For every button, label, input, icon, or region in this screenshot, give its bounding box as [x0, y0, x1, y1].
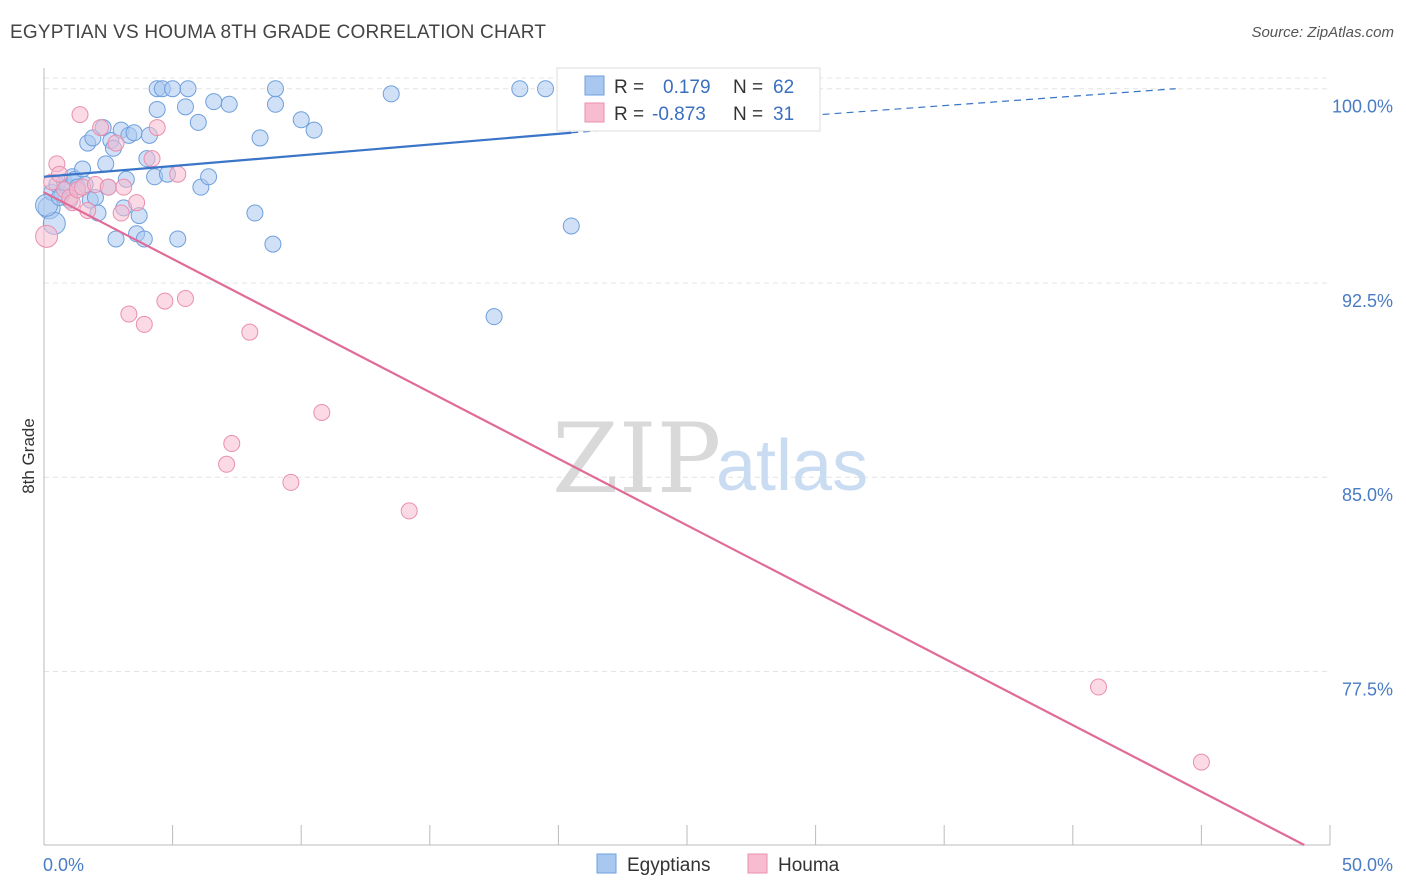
houma-point	[223, 435, 241, 453]
chart-source: Source: ZipAtlas.com	[1251, 24, 1394, 41]
houma-point	[148, 119, 166, 137]
legend-r-label: R =	[614, 104, 644, 125]
x-tick-label: 0.0%	[43, 855, 84, 875]
egyptians-point	[305, 121, 323, 139]
egyptians-point	[251, 129, 269, 147]
watermark-zip: ZIP	[552, 403, 721, 515]
houma-point	[143, 150, 161, 168]
egyptians-point	[179, 80, 197, 98]
houma-point	[218, 455, 236, 473]
scatter-points	[35, 80, 1210, 771]
houma-point	[1192, 753, 1210, 771]
houma-point	[135, 315, 153, 333]
houma-trend-line	[43, 191, 1305, 846]
houma-point	[92, 119, 110, 137]
egyptians-point	[511, 80, 529, 98]
legend-n-label: N =	[733, 104, 763, 125]
egyptians-point	[176, 98, 194, 116]
egyptians-trend-line	[43, 131, 572, 178]
egyptians-point	[169, 230, 187, 248]
houma-point	[115, 178, 133, 196]
legend-swatch-pink	[584, 102, 605, 123]
egyptians-point	[205, 93, 223, 111]
egyptians-point	[107, 230, 125, 248]
y-tick-label: 100.0%	[1332, 97, 1393, 117]
y-tick-label: 85.0%	[1342, 485, 1393, 505]
legend-houma-swatch	[747, 853, 768, 874]
houma-point	[313, 403, 331, 421]
egyptians-point	[220, 95, 238, 113]
egyptians-point	[264, 235, 282, 253]
y-tick-label: 92.5%	[1342, 291, 1393, 311]
houma-point	[99, 178, 117, 196]
egyptians-point	[292, 111, 310, 129]
egyptians-point	[246, 204, 264, 222]
legend-r-value: 0.179	[663, 77, 711, 98]
grid-lines	[44, 77, 1330, 672]
y-tick-label: 77.5%	[1342, 679, 1393, 699]
egyptians-point	[97, 155, 115, 173]
legend-egyptians-swatch	[596, 853, 617, 874]
houma-point	[1090, 678, 1108, 696]
egyptians-point	[266, 80, 284, 98]
houma-point	[112, 204, 130, 222]
y-axis-title: 8th Grade	[19, 418, 38, 494]
houma-point	[282, 473, 300, 491]
legend-n-value: 62	[773, 77, 794, 98]
legend-egyptians-label: Egyptians	[627, 855, 710, 876]
egyptians-point	[200, 168, 218, 186]
houma-point	[128, 194, 146, 212]
egyptians-point	[537, 80, 555, 98]
legend-houma-label: Houma	[778, 855, 840, 876]
houma-point	[35, 224, 59, 248]
tick-labels: 77.5% 85.0% 92.5% 100.0% 0.0% 50.0%	[43, 97, 1393, 875]
egyptians-point	[189, 113, 207, 131]
houma-point	[120, 305, 138, 323]
egyptians-point	[125, 124, 143, 142]
egyptians-point	[164, 80, 182, 98]
houma-point	[107, 134, 125, 152]
houma-point	[400, 502, 418, 520]
houma-point	[176, 290, 194, 308]
egyptians-point	[266, 95, 284, 113]
chart-title: EGYPTIAN VS HOUMA 8TH GRADE CORRELATION …	[10, 22, 547, 43]
houma-point	[71, 106, 89, 124]
stats-legend: R = 0.179 N = 62 R = -0.873 N = 31	[556, 67, 821, 132]
legend-swatch-blue	[584, 75, 605, 96]
egyptians-point	[382, 85, 400, 103]
legend-r-value: -0.873	[652, 104, 706, 125]
watermark: ZIP atlas	[552, 403, 868, 515]
houma-point	[169, 165, 187, 183]
egyptians-point	[562, 217, 580, 235]
x-tick-label: 50.0%	[1342, 855, 1393, 875]
houma-point	[241, 323, 259, 341]
watermark-atlas: atlas	[716, 426, 868, 506]
houma-point	[156, 292, 174, 310]
egyptians-point	[485, 308, 503, 326]
series-legend: Egyptians Houma	[596, 853, 840, 876]
egyptians-point	[148, 100, 166, 118]
legend-r-label: R =	[614, 77, 644, 98]
legend-n-value: 31	[773, 104, 794, 125]
legend-n-label: N =	[733, 77, 763, 98]
